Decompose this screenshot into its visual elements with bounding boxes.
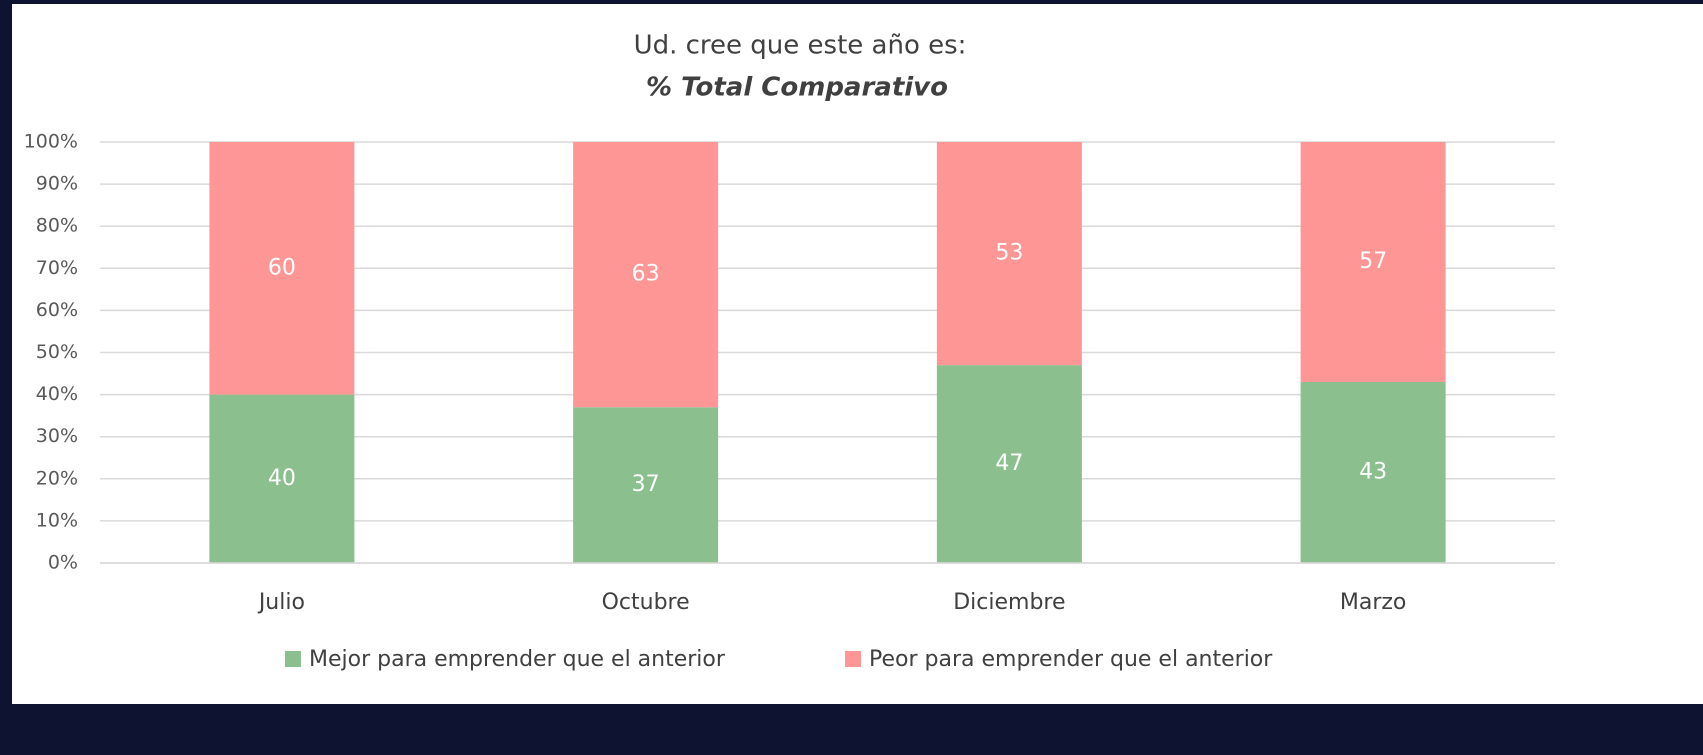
bar-segment xyxy=(573,142,719,408)
data-label: 63 xyxy=(632,262,660,287)
legend-swatch xyxy=(285,651,301,667)
y-tick-label: 0% xyxy=(48,552,78,574)
bar-segment xyxy=(209,142,355,395)
bar-segment xyxy=(936,365,1082,563)
y-tick-label: 100% xyxy=(24,131,78,153)
y-tick-label: 30% xyxy=(36,425,78,447)
data-label: 60 xyxy=(268,255,296,280)
x-tick-label: Diciembre xyxy=(953,590,1065,615)
legend-label: Peor para emprender que el anterior xyxy=(869,647,1273,672)
chart-subtitle: % Total Comparativo xyxy=(646,73,948,103)
y-tick-label: 70% xyxy=(36,257,78,279)
bar-segment xyxy=(209,394,355,563)
data-label: 43 xyxy=(1359,459,1387,484)
legend-swatch xyxy=(845,651,861,667)
data-label: 47 xyxy=(995,451,1023,476)
y-tick-label: 60% xyxy=(36,299,78,321)
bar-segment xyxy=(1300,142,1446,382)
y-tick-label: 20% xyxy=(36,467,78,489)
y-tick-label: 10% xyxy=(36,509,78,531)
data-label: 57 xyxy=(1359,249,1387,274)
data-label: 37 xyxy=(632,472,660,497)
y-tick-label: 40% xyxy=(36,383,78,405)
y-tick-label: 80% xyxy=(36,215,78,237)
y-tick-label: 90% xyxy=(36,173,78,195)
bar-segment xyxy=(1300,381,1446,563)
legend-label: Mejor para emprender que el anterior xyxy=(309,647,726,672)
x-tick-label: Julio xyxy=(257,590,305,615)
data-label: 53 xyxy=(995,241,1023,266)
y-tick-label: 50% xyxy=(36,341,78,363)
chart-title: Ud. cree que este año es: xyxy=(634,31,967,61)
x-tick-label: Marzo xyxy=(1340,590,1407,615)
data-label: 40 xyxy=(268,466,296,491)
x-tick-label: Octubre xyxy=(602,590,690,615)
bar-segment xyxy=(573,407,719,563)
bar-segment xyxy=(936,142,1082,366)
